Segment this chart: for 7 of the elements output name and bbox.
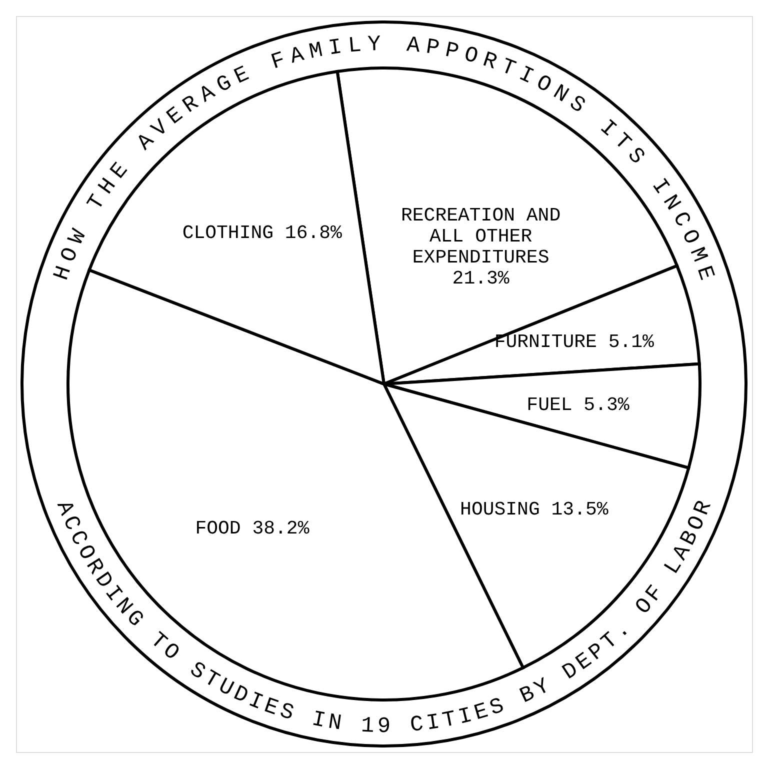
data-label: 21.3% <box>452 268 510 290</box>
slice-label: CLOTHING 16.8% <box>182 222 343 244</box>
slice-label: FUEL 5.3% <box>526 394 630 416</box>
slice-label: RECREATION AND ALL OTHER EXPENDITURES <box>400 204 561 269</box>
slice-label: FOOD 38.2% <box>195 518 310 540</box>
slice-label: FURNITURE 5.1% <box>494 330 655 353</box>
slice-label: HOUSING 13.5% <box>460 498 609 520</box>
